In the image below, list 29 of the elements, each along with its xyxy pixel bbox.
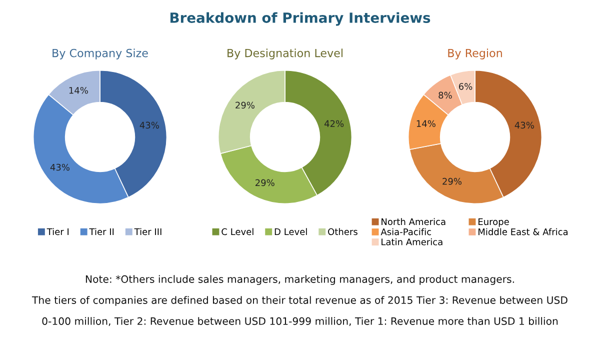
legend-label: Middle East & Africa — [478, 228, 568, 236]
data-label: 43% — [50, 164, 70, 171]
data-label: 29% — [236, 102, 254, 109]
chart-title: By Company Size — [52, 48, 148, 60]
data-label: 14% — [416, 120, 436, 128]
legend-label: Tier III — [134, 228, 162, 236]
text: Note: *Others include sales managers, marketing managers, and product managers. — [86, 275, 514, 285]
data-label: 43% — [514, 122, 534, 129]
data-label: 42% — [324, 120, 344, 128]
legend-label: Asia-Pacific — [380, 228, 431, 236]
text: 0-100 million, Tier 2: Revenue between USD 101-999 million, Tier 1: Revenue more than USD 1 billion — [42, 317, 558, 326]
data-label: 43% — [140, 122, 159, 129]
legend-label: North America — [382, 218, 446, 226]
legend-label: D Level — [274, 228, 307, 236]
data-label: 29% — [442, 178, 462, 185]
legend-label: Others — [328, 228, 358, 236]
legend-label: Latin America — [382, 238, 442, 246]
data-label: 29% — [256, 179, 274, 186]
text: The tiers of companies are defined based on their total revenue as of 2015 Tier 3: Revenue between USD — [32, 296, 568, 306]
text: Breakdown of Primary Interviews — [170, 12, 430, 26]
data-label: 8% — [438, 92, 452, 99]
chart-title: By Region — [448, 48, 502, 60]
legend-label: C Level — [222, 228, 254, 236]
legend-label: Tier II — [89, 228, 114, 236]
data-label: 14% — [69, 86, 88, 94]
data-label: 6% — [458, 83, 472, 90]
legend-label: Europe — [478, 218, 509, 227]
legend-label: Tier I — [46, 228, 68, 236]
chart-title: By Designation Level — [228, 48, 342, 60]
